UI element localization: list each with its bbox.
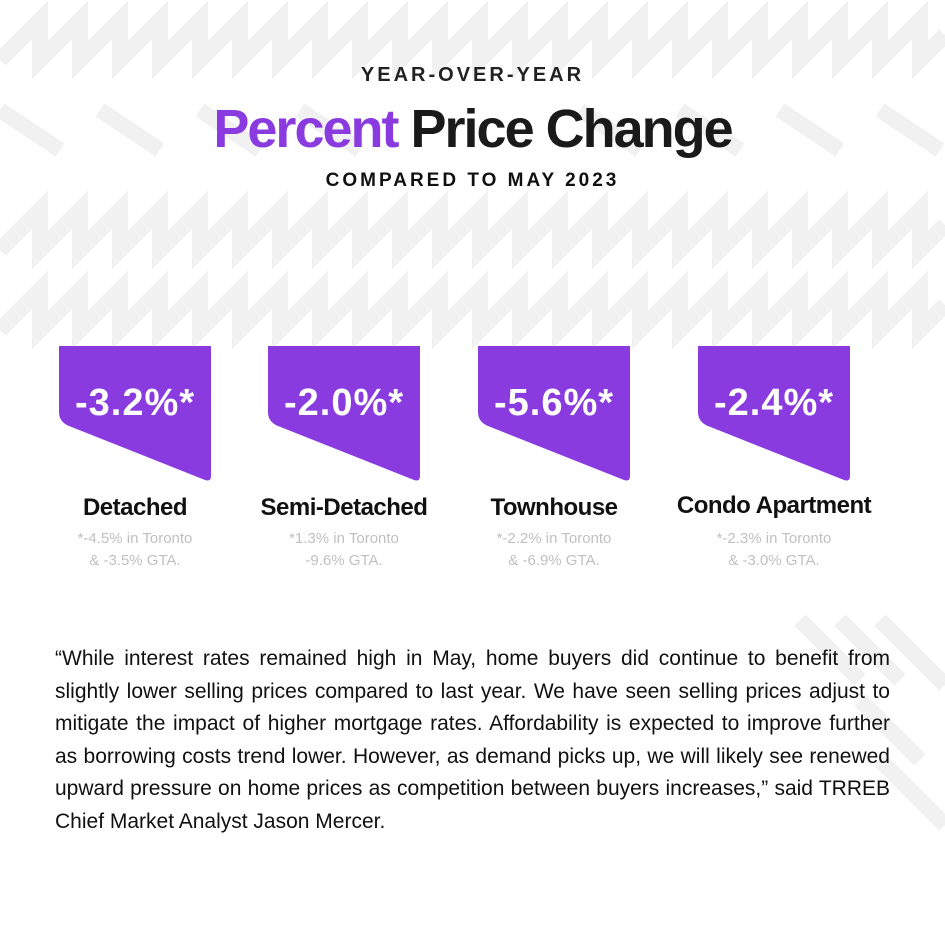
eyebrow-text: YEAR-OVER-YEAR — [360, 64, 585, 86]
card-label: Detached — [82, 494, 188, 521]
card-note-line-2: -9.6% GTA. — [305, 552, 383, 569]
card-note-line-1: *1.3% in Toronto — [289, 530, 399, 547]
card-note-line-1: *-4.5% in Toronto — [77, 530, 193, 547]
title-rest: Price Change — [410, 99, 734, 159]
card-note-line-1: *-2.2% in Toronto — [496, 530, 612, 547]
percent-tag: -2.0%* — [264, 346, 424, 482]
page-subtitle: COMPARED TO MAY 2023 — [325, 170, 620, 191]
card-note-line-1: *-2.3% in Toronto — [716, 530, 832, 547]
percent-tag: -3.2%* — [55, 346, 215, 482]
card-note: *-2.3% in Toronto & -3.0% GTA. — [654, 528, 894, 572]
percent-value: -2.0%* — [283, 382, 405, 424]
percent-tag: -5.6%* — [474, 346, 634, 482]
card-label: Condo Apartment — [676, 492, 872, 519]
card-note: *-2.2% in Toronto & -6.9% GTA. — [434, 528, 674, 572]
card-label: Townhouse — [490, 494, 618, 521]
title-accent: Percent — [213, 99, 399, 159]
percent-value: -2.4%* — [713, 382, 835, 424]
percent-tag: -2.4%* — [694, 346, 854, 482]
percent-value: -3.2%* — [74, 382, 196, 424]
card-note-line-2: & -3.5% GTA. — [89, 552, 181, 569]
page-title: Percent Price Change — [0, 96, 945, 162]
card-note-line-2: & -6.9% GTA. — [508, 552, 600, 569]
card-note: *-4.5% in Toronto & -3.5% GTA. — [15, 528, 255, 572]
card-label: Semi-Detached — [260, 494, 428, 521]
percent-value: -5.6%* — [493, 382, 615, 424]
analyst-quote: “While interest rates remained high in M… — [55, 647, 890, 833]
card-note: *1.3% in Toronto -9.6% GTA. — [224, 528, 464, 572]
card-note-line-2: & -3.0% GTA. — [728, 552, 820, 569]
